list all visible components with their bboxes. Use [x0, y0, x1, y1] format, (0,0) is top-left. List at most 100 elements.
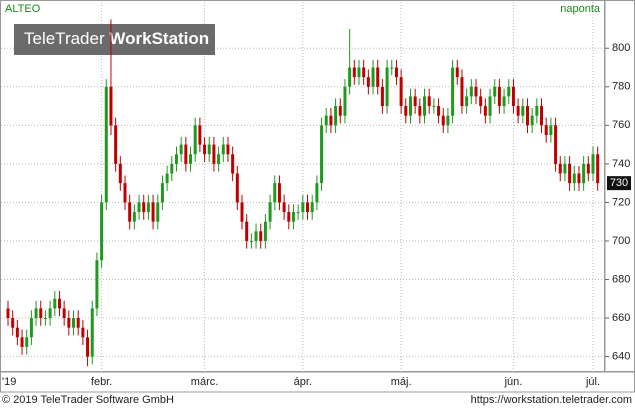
- candle-body: [376, 67, 380, 87]
- candle-body: [160, 183, 164, 203]
- candle-body: [366, 77, 370, 87]
- candle-body: [249, 240, 253, 242]
- candle-body: [404, 106, 408, 116]
- y-tick-label: 720: [612, 196, 630, 208]
- candle-body: [95, 260, 99, 309]
- candle-body: [226, 144, 230, 155]
- candle-body: [577, 173, 581, 184]
- candle-body: [57, 298, 61, 309]
- candle-body: [72, 318, 76, 328]
- candle-body: [394, 67, 398, 78]
- candle-body: [235, 173, 239, 203]
- candle-body: [221, 144, 225, 155]
- chart-subtitle: naponta: [560, 3, 601, 15]
- x-tick-label: márc.: [191, 376, 219, 388]
- candle-body: [39, 308, 43, 319]
- candle-body: [198, 125, 202, 145]
- candle-body: [362, 67, 366, 78]
- chart-title: ALTEO: [5, 3, 41, 15]
- candle-body: [128, 202, 132, 222]
- candle-body: [516, 106, 520, 116]
- y-tick-label: 680: [612, 273, 630, 285]
- candle-body: [540, 106, 544, 126]
- candle-body: [25, 337, 29, 347]
- candle-body: [43, 318, 47, 320]
- candle-body: [151, 202, 155, 222]
- candle-body: [245, 221, 249, 241]
- x-tick-label: júl.: [585, 376, 600, 388]
- candle-body: [165, 173, 169, 184]
- candle-body: [11, 318, 15, 328]
- candle-body: [170, 163, 174, 174]
- candle-body: [423, 96, 427, 116]
- candle-body: [582, 163, 586, 184]
- candle-body: [572, 173, 576, 184]
- y-tick-label: 700: [612, 235, 630, 247]
- x-tick-label: máj.: [391, 376, 412, 388]
- candle-body: [254, 231, 258, 241]
- candle-body: [104, 86, 108, 203]
- y-tick-label: 640: [612, 350, 630, 362]
- watermark-box: [14, 24, 215, 55]
- candle-body: [586, 163, 590, 174]
- candle-body: [306, 202, 310, 213]
- candle-body: [460, 77, 464, 107]
- candle-body: [380, 86, 384, 107]
- candle-body: [277, 183, 281, 203]
- candle-body: [217, 154, 221, 164]
- candle-body: [385, 67, 389, 107]
- candle-body: [137, 202, 141, 213]
- candle-body: [511, 86, 515, 107]
- candle-body: [441, 115, 445, 126]
- candle-body: [455, 67, 459, 78]
- candle-body: [146, 202, 150, 213]
- candle-body: [596, 154, 600, 184]
- candle-body: [34, 308, 38, 319]
- footer-right: https://workstation.teletrader.com: [471, 394, 632, 406]
- candle-body: [193, 125, 197, 155]
- candle-body: [502, 96, 506, 107]
- candle-body: [408, 96, 412, 116]
- candle-body: [53, 298, 57, 309]
- candle-body: [109, 86, 113, 126]
- candle-body: [259, 231, 263, 241]
- y-tick-label: 800: [612, 42, 630, 54]
- candle-body: [231, 154, 235, 174]
- candle-body: [413, 96, 417, 107]
- watermark-a: TeleTrader: [24, 29, 105, 48]
- candle-body: [15, 327, 19, 338]
- candle-body: [530, 115, 534, 126]
- candle-body: [268, 202, 272, 222]
- candle-body: [132, 212, 136, 222]
- x-tick-label: '19: [2, 376, 16, 388]
- y-tick-label: 780: [612, 81, 630, 93]
- footer-left: © 2019 TeleTrader Software GmbH: [2, 394, 174, 406]
- candle-body: [451, 67, 455, 116]
- candle-body: [399, 77, 403, 107]
- candle-body: [156, 202, 160, 222]
- last-price-box: [607, 176, 631, 191]
- candle-body: [6, 308, 10, 319]
- candle-body: [48, 308, 52, 319]
- candle-body: [100, 202, 104, 261]
- candle-body: [554, 125, 558, 164]
- candle-body: [310, 202, 314, 213]
- x-tick-label: febr.: [91, 376, 112, 388]
- candle-body: [114, 125, 118, 164]
- candle-body: [558, 163, 562, 174]
- candle-body: [142, 202, 146, 213]
- candle-body: [81, 327, 85, 338]
- candle-body: [390, 67, 394, 69]
- candle-body: [67, 318, 71, 328]
- candle-body: [184, 144, 188, 164]
- candle-body: [20, 337, 24, 347]
- candle-body: [263, 221, 267, 241]
- candle-body: [348, 67, 352, 87]
- candle-body: [338, 106, 342, 116]
- candle-body: [334, 106, 338, 126]
- candle-body: [427, 96, 431, 107]
- watermark: TeleTrader WorkStation: [24, 29, 209, 48]
- candle-body: [179, 144, 183, 155]
- candle-body: [437, 106, 441, 116]
